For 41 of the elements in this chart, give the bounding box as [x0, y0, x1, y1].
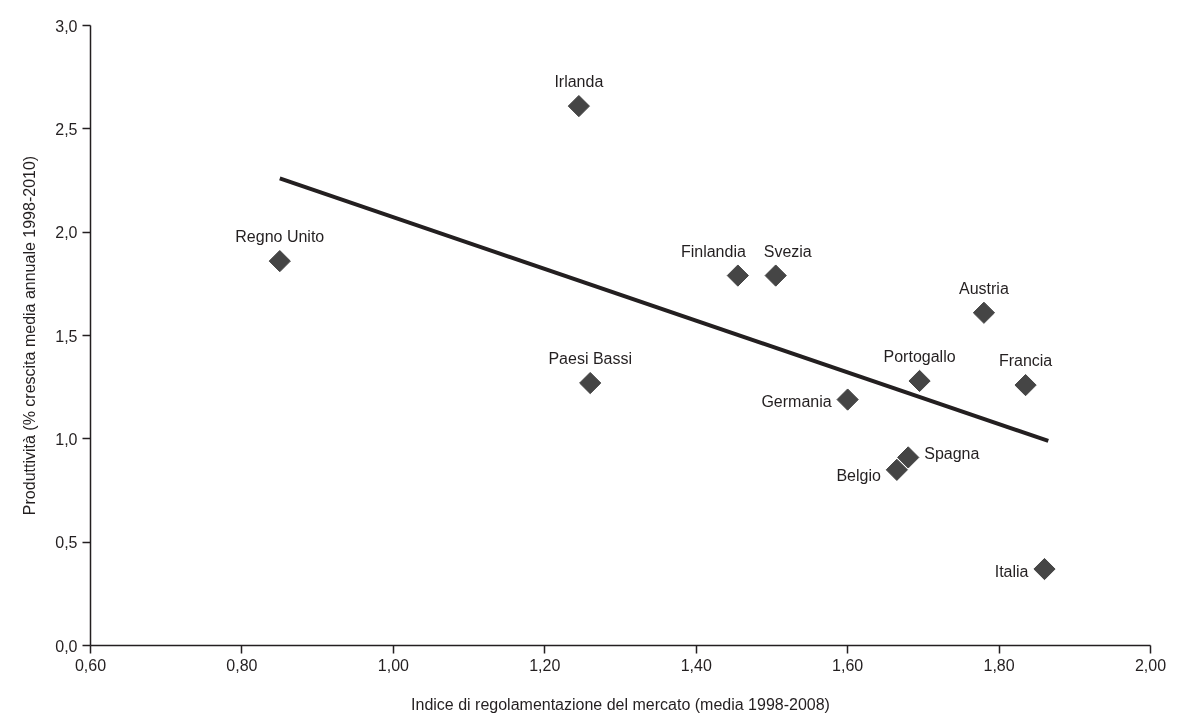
x-tick-label: 1,40 — [680, 656, 712, 674]
point — [885, 458, 908, 481]
annotation: Austria — [959, 279, 1009, 297]
point — [972, 301, 996, 324]
annotation: Irlanda — [554, 73, 604, 91]
point — [268, 249, 291, 273]
annotation: Francia — [998, 352, 1053, 370]
annotation: Paesi Bassi — [548, 350, 633, 368]
annotation: Svezia — [763, 242, 812, 260]
x-tick-label: 2,00 — [1134, 656, 1167, 674]
y-tick-label: 2,5 — [55, 120, 78, 138]
point — [764, 264, 787, 287]
x-tick-label: 1,80 — [983, 656, 1015, 674]
point — [836, 388, 859, 411]
point — [897, 446, 920, 469]
x-tick-label: 1,00 — [377, 656, 410, 674]
annotation: Spagna — [924, 444, 980, 462]
point — [1014, 373, 1037, 397]
annotation: Finlandia — [680, 242, 746, 260]
y-tick-label: 0,5 — [55, 534, 78, 552]
y-tick-label: 3,0 — [55, 17, 78, 35]
annotation: Germania — [761, 393, 832, 411]
point — [1033, 557, 1056, 581]
annotation: Belgio — [836, 467, 881, 485]
annotation: Portogallo — [883, 347, 956, 365]
x-tick-label: 0,60 — [74, 656, 107, 674]
point — [579, 371, 602, 395]
x-tick-label: 1,20 — [529, 656, 561, 674]
y-tick-label: 2,0 — [55, 224, 78, 242]
y-tick-label: 0,0 — [55, 637, 78, 655]
point — [908, 369, 931, 393]
annotation: Italia — [994, 562, 1029, 580]
point — [567, 94, 590, 118]
y-tick-label: 1,0 — [55, 430, 78, 448]
point — [726, 264, 749, 287]
x-tick-label: 0,80 — [226, 656, 258, 674]
y-axis-title: Produttività (% crescita media annuale 1998-2010) — [21, 155, 39, 516]
x-tick-label: 1,60 — [832, 656, 864, 674]
x-axis-title: Indice di regolamentazione del mercato (media 1998-2008) — [411, 695, 830, 713]
y-tick-label: 1,5 — [55, 327, 78, 345]
annotation: Regno Unito — [235, 228, 325, 246]
